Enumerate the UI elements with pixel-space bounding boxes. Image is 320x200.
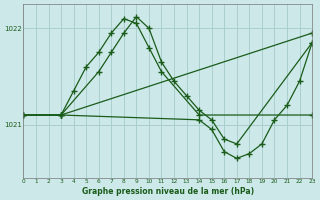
X-axis label: Graphe pression niveau de la mer (hPa): Graphe pression niveau de la mer (hPa) (82, 187, 254, 196)
